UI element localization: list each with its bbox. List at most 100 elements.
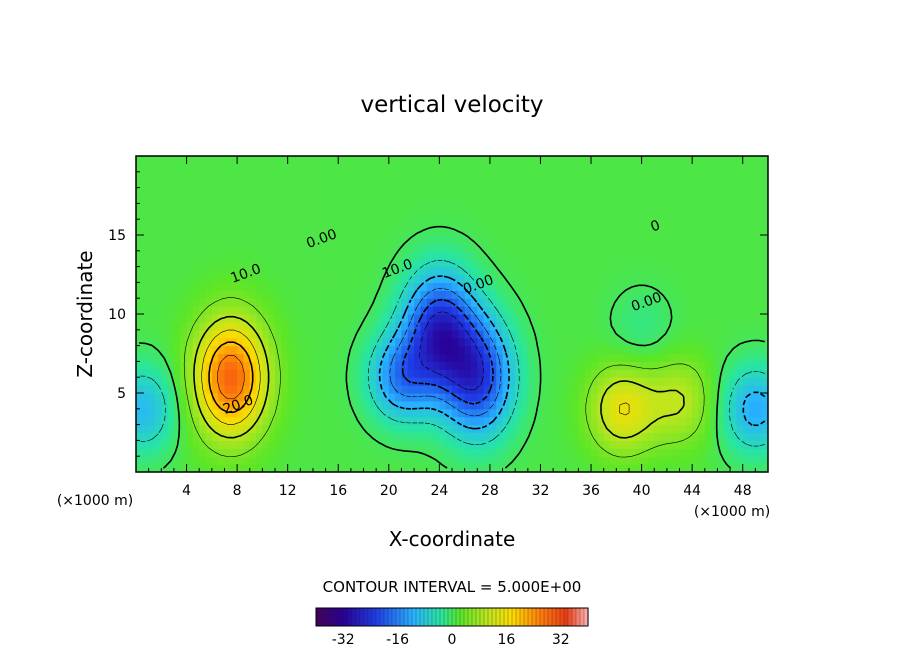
field-cell	[306, 385, 314, 394]
field-cell	[565, 235, 573, 244]
field-cell	[502, 345, 510, 355]
field-cell	[622, 290, 630, 299]
field-cell	[186, 163, 194, 173]
field-cell	[489, 282, 497, 291]
field-cell	[148, 361, 156, 370]
field-cell	[376, 203, 384, 212]
field-cell	[363, 163, 371, 173]
field-cell	[395, 203, 403, 212]
field-cell	[256, 314, 263, 323]
field-cell	[546, 456, 554, 465]
field-cell	[616, 416, 624, 426]
field-cell	[622, 298, 630, 307]
field-cell	[445, 345, 453, 355]
field-cell	[300, 187, 308, 197]
field-cell	[641, 337, 649, 347]
field-cell	[363, 298, 371, 307]
field-cell	[237, 203, 245, 212]
field-cell	[660, 306, 668, 315]
field-cell	[679, 456, 687, 465]
field-cell	[755, 408, 763, 418]
field-cell	[439, 306, 447, 315]
field-cell	[350, 385, 358, 394]
field-cell	[622, 393, 630, 402]
field-cell	[439, 440, 447, 449]
field-cell	[647, 456, 655, 465]
field-cell	[483, 179, 491, 189]
field-cell	[622, 203, 630, 212]
field-cell	[717, 203, 725, 212]
field-cell	[660, 408, 668, 418]
field-cell	[249, 400, 257, 410]
field-cell	[357, 440, 365, 449]
field-cell	[218, 456, 226, 465]
field-cell	[433, 393, 440, 402]
field-cell	[199, 377, 207, 386]
field-cell	[407, 432, 415, 441]
field-cell	[666, 290, 674, 299]
field-cell	[338, 345, 346, 355]
field-cell	[641, 171, 649, 181]
field-cell	[477, 448, 485, 457]
field-cell	[496, 242, 504, 252]
field-cell	[515, 377, 523, 386]
field-cell	[515, 321, 523, 331]
field-cell	[584, 385, 592, 394]
field-cell	[237, 345, 245, 355]
colorbar-swatch	[519, 607, 525, 627]
field-cell	[211, 290, 219, 299]
field-cell	[414, 314, 421, 323]
field-cell	[647, 211, 655, 220]
field-cell	[666, 448, 674, 457]
field-cell	[445, 464, 453, 472]
field-cell	[591, 345, 598, 355]
field-cell	[395, 448, 403, 457]
field-cell	[685, 203, 693, 212]
field-cell	[540, 369, 548, 378]
field-cell	[445, 456, 453, 465]
field-cell	[730, 274, 737, 283]
field-cell	[502, 416, 510, 426]
field-cell	[445, 227, 453, 236]
field-cell	[180, 306, 188, 315]
field-cell	[161, 242, 169, 252]
field-cell	[578, 416, 586, 426]
field-cell	[350, 448, 358, 457]
field-cell	[502, 203, 510, 212]
field-cell	[534, 416, 542, 426]
field-cell	[401, 369, 409, 378]
field-cell	[673, 456, 681, 465]
field-cell	[319, 203, 327, 212]
field-cell	[268, 298, 276, 307]
field-cell	[666, 250, 674, 260]
field-cell	[483, 448, 491, 457]
field-cell	[211, 274, 219, 283]
field-cell	[723, 290, 731, 299]
field-cell	[508, 163, 516, 173]
field-cell	[161, 385, 169, 394]
field-cell	[521, 448, 529, 457]
x-axis-label: X-coordinate	[389, 527, 516, 551]
field-cell	[730, 227, 737, 236]
field-cell	[464, 306, 472, 315]
field-cell	[755, 195, 763, 204]
field-cell	[470, 337, 478, 347]
field-cell	[237, 408, 245, 418]
field-cell	[363, 179, 371, 189]
field-cell	[578, 306, 586, 315]
field-cell	[256, 377, 263, 386]
field-cell	[281, 432, 289, 441]
field-cell	[477, 464, 485, 472]
field-cell	[477, 227, 485, 236]
field-cell	[534, 211, 542, 220]
field-cell	[205, 321, 213, 331]
field-cell	[167, 440, 175, 449]
field-cell	[521, 250, 529, 260]
field-cell	[338, 416, 346, 426]
field-cell	[199, 235, 207, 244]
field-cell	[312, 432, 320, 441]
field-cell	[711, 456, 719, 465]
field-cell	[376, 321, 384, 331]
field-cell	[338, 321, 346, 331]
field-cell	[723, 274, 731, 283]
